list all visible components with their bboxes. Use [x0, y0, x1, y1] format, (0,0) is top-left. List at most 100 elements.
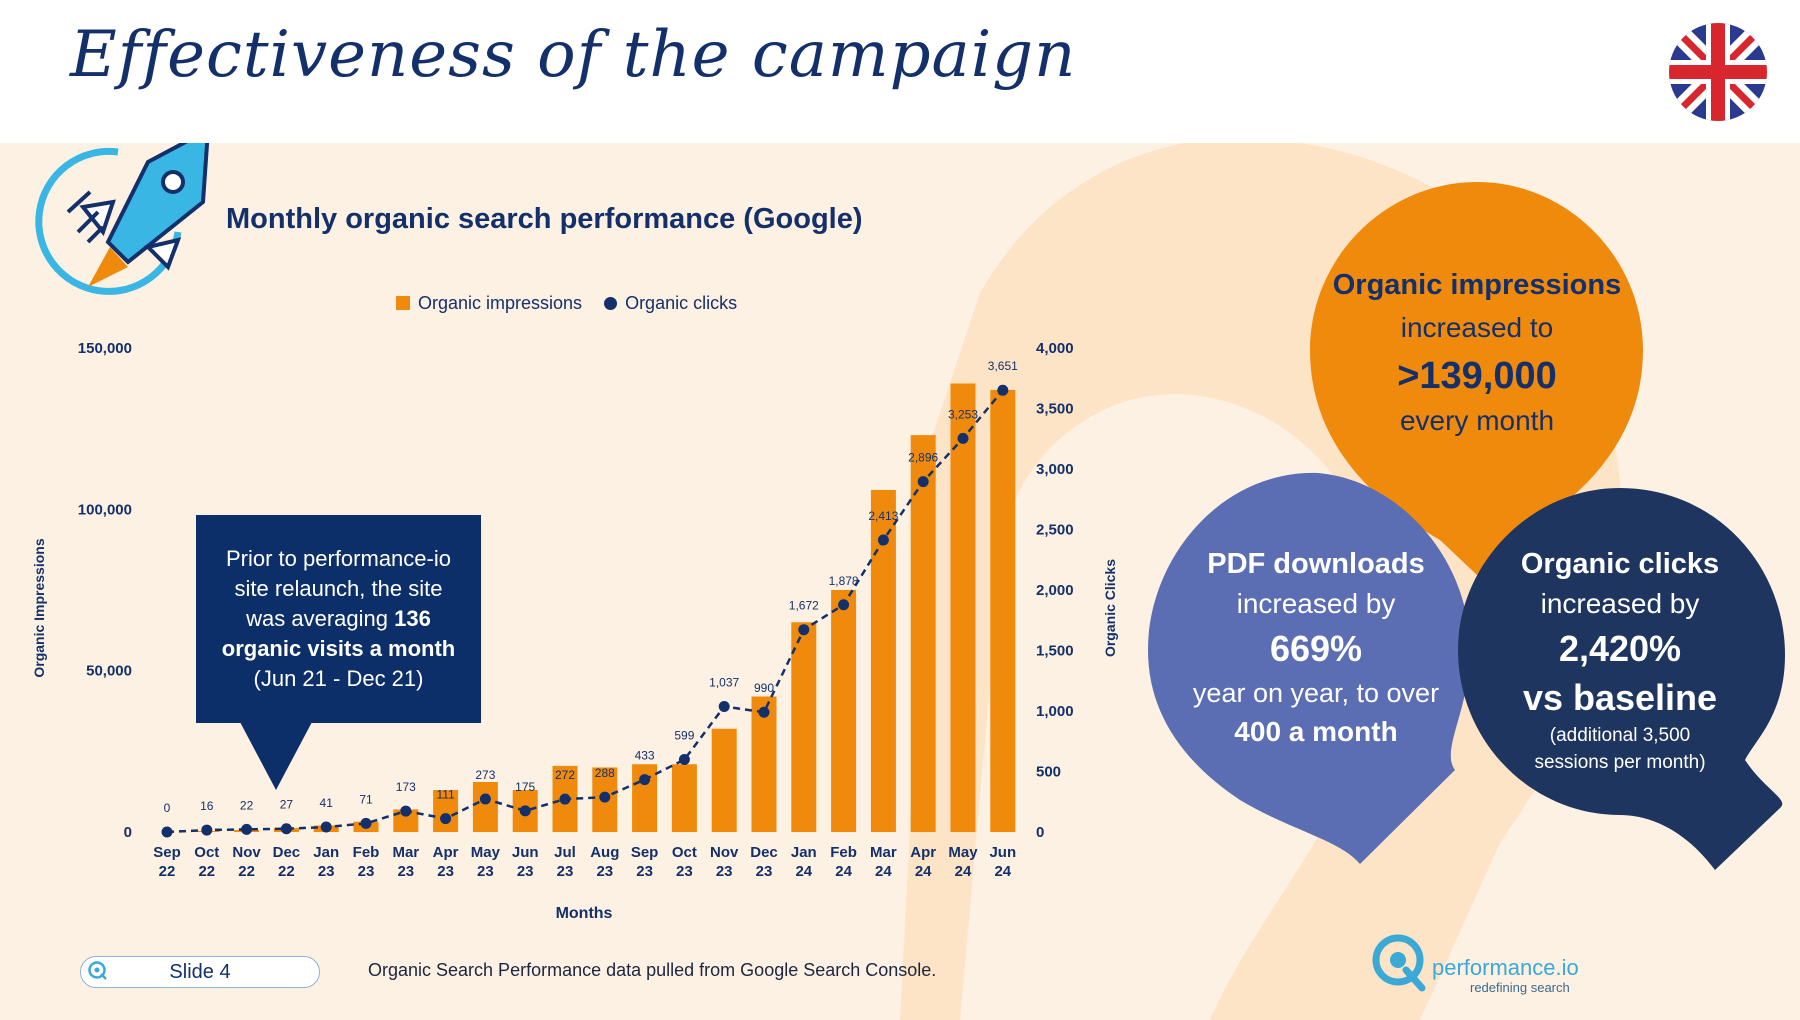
x-tick-label-month: Feb — [353, 844, 380, 861]
x-tick-label-year: 23 — [397, 863, 414, 880]
clicks-bubble-text: Organic clicks increased by 2,420% vs ba… — [1460, 544, 1780, 776]
callout-line3-bold: 136 — [394, 606, 431, 631]
slide-header: Effectiveness of the campaign — [0, 0, 1800, 143]
clicks-point — [440, 813, 452, 825]
chart-legend: Organic impressions Organic clicks — [396, 293, 737, 314]
clicks-data-label: 433 — [635, 749, 655, 763]
clicks-point — [639, 774, 651, 786]
callout-line4: organic visits a month — [221, 636, 456, 661]
x-tick-label-year: 23 — [636, 863, 653, 880]
x-tick-label-month: Nov — [232, 844, 261, 861]
clicks-data-label: 16 — [200, 799, 214, 813]
pdf-line5: 400 a month — [1234, 716, 1398, 747]
right-axis-tick-label: 2,000 — [1036, 582, 1074, 599]
clicks-point — [957, 432, 969, 444]
impressions-value: >139,000 — [1397, 355, 1557, 397]
clicks-data-label: 273 — [475, 768, 495, 782]
clicks-point — [758, 706, 770, 718]
slide-number: Slide 4 — [169, 961, 231, 983]
left-axis-tick-label: 50,000 — [86, 663, 132, 680]
x-tick-label-month: Oct — [672, 844, 697, 861]
x-tick-label-month: Jan — [791, 844, 817, 861]
clicks-data-label: 41 — [320, 796, 334, 810]
clicks-value: 2,420% — [1558, 628, 1682, 669]
slide-title: Effectiveness of the campaign — [70, 18, 1077, 92]
clicks-data-label: 990 — [754, 681, 774, 695]
q-logo-icon — [88, 961, 107, 980]
legend-clicks-label: Organic clicks — [625, 293, 738, 313]
clicks-data-label: 175 — [515, 780, 535, 794]
left-axis-tick-label: 100,000 — [78, 501, 132, 518]
x-tick-label-month: Sep — [631, 844, 659, 861]
x-tick-label-month: May — [948, 844, 978, 861]
right-axis-tick-label: 3,500 — [1036, 401, 1074, 418]
clicks-data-label: 2,896 — [908, 451, 938, 465]
right-axis-tick-label: 0 — [1036, 824, 1044, 841]
x-tick-label-month: Apr — [910, 844, 936, 861]
x-tick-label-month: Mar — [870, 844, 897, 861]
clicks-point — [519, 805, 531, 817]
impressions-bar — [671, 764, 697, 832]
x-tick-label-month: Apr — [433, 844, 459, 861]
slide-number-pill: Slide 4 — [80, 956, 320, 988]
impressions-bar — [711, 728, 737, 832]
clicks-point — [400, 805, 412, 817]
x-tick-label-month: Oct — [194, 844, 219, 861]
clicks-data-label: 3,651 — [988, 359, 1018, 373]
right-axis-tick-label: 1,000 — [1036, 703, 1074, 720]
impressions-bar — [831, 590, 857, 832]
clicks-data-label: 3,253 — [948, 407, 978, 421]
legend-clicks: Organic clicks — [604, 293, 737, 314]
impressions-bar — [791, 622, 817, 832]
clicks-line — [166, 389, 1004, 834]
clicks-line6: sessions per month) — [1534, 752, 1706, 773]
clicks-data-label: 2,413 — [868, 509, 898, 523]
callout-tail — [240, 722, 312, 790]
clicks-data-label: 599 — [674, 729, 694, 743]
x-tick-label-month: May — [471, 844, 501, 861]
clicks-data-label: 22 — [240, 798, 254, 812]
left-axis-tick-label: 150,000 — [78, 340, 132, 357]
x-tick-label-year: 23 — [676, 863, 693, 880]
right-axis-tick-label: 2,500 — [1036, 522, 1074, 539]
rocket-icon — [35, 143, 210, 295]
x-tick-label-year: 22 — [159, 863, 176, 880]
clicks-point — [201, 824, 213, 836]
pdf-line2: increased by — [1236, 588, 1396, 619]
logo-name: performance.io — [1432, 955, 1579, 980]
callout-line2: site relaunch, the site — [234, 576, 443, 601]
clicks-point — [320, 821, 332, 833]
x-tick-label-month: Sep — [153, 844, 181, 861]
clicks-data-label: 71 — [359, 792, 373, 806]
prior-baseline-callout: Prior to performance-io site relaunch, t… — [196, 515, 481, 723]
pdf-line4: year on year, to over — [1192, 678, 1440, 708]
x-tick-label-year: 23 — [756, 863, 773, 880]
x-tick-label-year: 24 — [994, 863, 1011, 880]
performance-io-logo-icon — [1372, 934, 1426, 992]
clicks-data-label: 1,037 — [709, 676, 739, 690]
x-tick-label-year: 23 — [596, 863, 613, 880]
x-tick-label-month: Feb — [830, 844, 857, 861]
impressions-title: Organic impressions — [1332, 269, 1622, 301]
x-tick-label-year: 23 — [557, 863, 574, 880]
x-tick-label-month: Jul — [554, 844, 576, 861]
impressions-bar — [393, 809, 419, 832]
callout-line5: (Jun 21 - Dec 21) — [253, 666, 424, 691]
clicks-data-label: 27 — [280, 798, 294, 812]
impressions-bar — [950, 383, 976, 832]
x-tick-label-year: 23 — [358, 863, 375, 880]
x-tick-label-year: 24 — [795, 863, 812, 880]
x-tick-label-year: 22 — [198, 863, 215, 880]
impressions-line4: every month — [1399, 405, 1555, 436]
clicks-value2: vs baseline — [1522, 677, 1718, 718]
clicks-point — [241, 823, 253, 835]
impressions-bar — [910, 435, 936, 832]
clicks-point — [479, 793, 491, 805]
left-axis-title: Organic Impressions — [31, 538, 47, 677]
x-tick-label-year: 23 — [716, 863, 733, 880]
x-tick-label-year: 23 — [477, 863, 494, 880]
x-tick-label-month: Aug — [590, 844, 619, 861]
x-tick-label-year: 23 — [318, 863, 335, 880]
